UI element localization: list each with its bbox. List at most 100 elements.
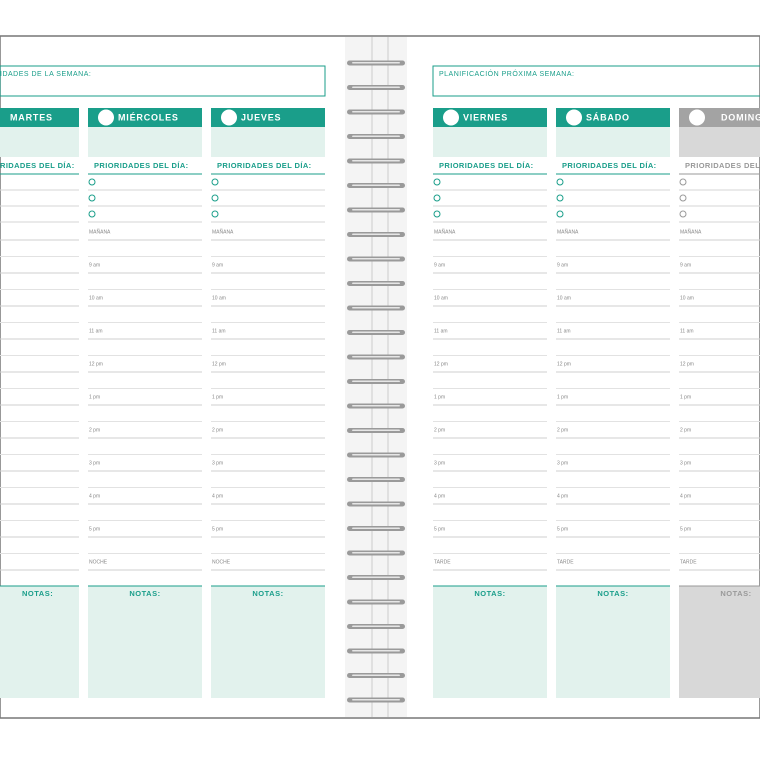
day-name: DOMING (721, 112, 760, 122)
spiral-shine (352, 307, 400, 309)
time-label: 9 am (212, 262, 223, 268)
day-name: JUEVES (241, 112, 281, 122)
spiral-shine (352, 356, 400, 358)
notes-box (88, 586, 202, 698)
check-circle (556, 194, 564, 202)
time-label: 2 pm (557, 427, 568, 433)
time-label: 11 am (680, 328, 694, 334)
notes-label: NOTAS: (474, 589, 505, 598)
time-label: MAÑANA (434, 228, 456, 235)
week-label: IDADES DE LA SEMANA: (0, 71, 91, 78)
spiral-shine (352, 331, 400, 333)
day-name: MIÉRCOLES (118, 112, 179, 122)
time-label: 1 pm (557, 394, 568, 400)
time-label: 12 pm (434, 361, 448, 367)
day-header (556, 108, 670, 127)
week-label: PLANIFICACIÓN PRÓXIMA SEMANA: (439, 69, 574, 78)
day-header (433, 108, 547, 127)
time-label: 1 pm (680, 394, 691, 400)
time-label: 3 pm (212, 460, 223, 466)
priorities-label: PRIORIDADES DEL DÍA: (217, 161, 312, 170)
spiral-shine (352, 111, 400, 113)
day-circle (689, 109, 705, 126)
check-circle (679, 210, 687, 218)
time-label: 11 am (89, 328, 103, 334)
time-label: MAÑANA (89, 228, 111, 235)
spiral-shine (352, 699, 400, 701)
notes-box (0, 586, 79, 698)
time-label: 11 am (434, 328, 448, 334)
week-box (0, 65, 326, 97)
time-label: 12 pm (212, 361, 226, 367)
time-label: 9 am (557, 262, 568, 268)
day-name: MARTES (10, 112, 53, 122)
spiral-shine (352, 650, 400, 652)
check-circle (679, 194, 687, 202)
notes-box (211, 586, 325, 698)
notes-label: NOTAS: (597, 589, 628, 598)
check-circle (211, 178, 219, 186)
spiral-shine (352, 380, 400, 382)
spiral-shine (352, 258, 400, 260)
time-label: 9 am (89, 262, 100, 268)
notes-label: NOTAS: (252, 589, 283, 598)
time-label: 12 pm (89, 361, 103, 367)
day-band (556, 127, 670, 157)
day-band (88, 127, 202, 157)
time-label: 12 pm (557, 361, 571, 367)
time-label: MAÑANA (557, 228, 579, 235)
check-circle (211, 210, 219, 218)
priorities-label: PRIORIDADES DEL (685, 161, 760, 170)
day-name: SÁBADO (586, 112, 630, 122)
priorities-label: RIDADES DEL DÍA: (0, 161, 75, 170)
time-label: 4 pm (89, 493, 100, 499)
time-label: 5 pm (680, 526, 691, 532)
check-circle (433, 210, 441, 218)
day-header (211, 108, 325, 127)
time-label: NOCHE (89, 559, 108, 565)
time-label: 9 am (680, 262, 691, 268)
day-band (679, 127, 760, 157)
day-circle (98, 109, 114, 126)
spiral-shine (352, 282, 400, 284)
priorities-label: PRIORIDADES DEL DÍA: (94, 161, 189, 170)
time-label: 5 pm (212, 526, 223, 532)
spiral-shine (352, 625, 400, 627)
day-circle (221, 109, 237, 126)
time-label: NOCHE (212, 559, 231, 565)
check-circle (433, 178, 441, 186)
time-label: 10 am (212, 295, 226, 301)
day-circle (566, 109, 582, 126)
notes-box (679, 586, 760, 698)
notes-label: NOTAS: (129, 589, 160, 598)
time-label: MAÑANA (680, 228, 702, 235)
spiral-shine (352, 429, 400, 431)
notes-label: NOTAS: (720, 589, 751, 598)
time-label: 3 pm (557, 460, 568, 466)
time-label: 2 pm (212, 427, 223, 433)
priorities-label: PRIORIDADES DEL DÍA: (562, 161, 657, 170)
week-box (432, 65, 760, 97)
spiral-shine (352, 62, 400, 64)
time-label: MAÑANA (212, 228, 234, 235)
time-label: 12 pm (680, 361, 694, 367)
check-circle (556, 178, 564, 186)
notes-label: NOTAS: (22, 589, 53, 598)
check-circle (679, 178, 687, 186)
day-band (0, 127, 79, 157)
time-label: 10 am (434, 295, 448, 301)
time-label: 2 pm (434, 427, 445, 433)
notes-box (433, 586, 547, 698)
spiral-shine (352, 160, 400, 162)
spiral-shine (352, 478, 400, 480)
time-label: TARDE (680, 559, 697, 565)
time-label: TARDE (557, 559, 574, 565)
spiral-shine (352, 233, 400, 235)
day-band (433, 127, 547, 157)
time-label: 2 pm (680, 427, 691, 433)
spiral-shine (352, 503, 400, 505)
spiral-shine (352, 601, 400, 603)
time-label: 5 pm (557, 526, 568, 532)
day-circle (443, 109, 459, 126)
